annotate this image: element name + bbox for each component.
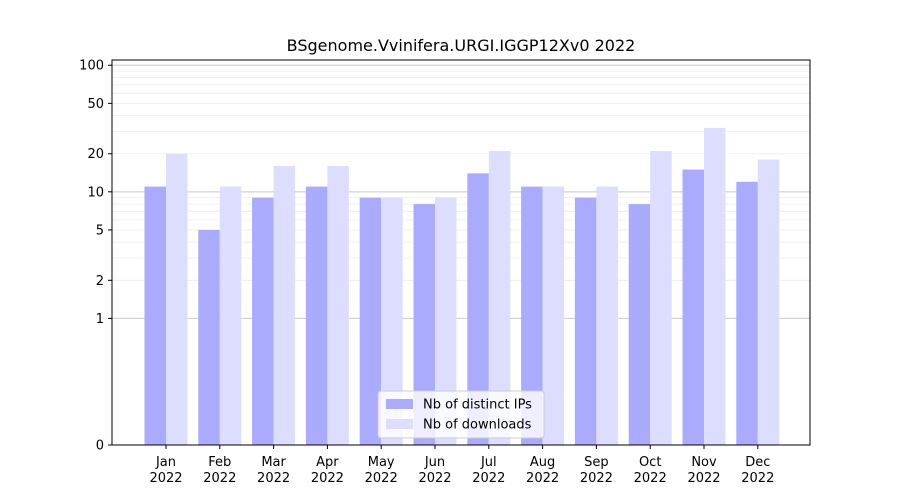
- x-tick-label-year: 2022: [257, 471, 290, 486]
- y-tick-label: 0: [96, 439, 104, 454]
- x-tick-label-month: Dec: [745, 455, 770, 470]
- y-tick-label: 50: [87, 97, 104, 112]
- y-tick-label: 10: [87, 185, 104, 200]
- y-tick-label: 20: [87, 147, 104, 162]
- x-tick-label-year: 2022: [526, 471, 559, 486]
- x-tick-label-month: Mar: [261, 455, 286, 470]
- legend: Nb of distinct IPs Nb of downloads: [377, 390, 545, 439]
- x-tick-label-year: 2022: [365, 471, 398, 486]
- x-tick-label-month: Oct: [639, 455, 661, 470]
- bar-ips-jun: [413, 204, 435, 445]
- bar-ips-aug: [521, 186, 543, 446]
- bar-downloads-sep: [596, 186, 618, 446]
- x-tick-label-year: 2022: [311, 471, 344, 486]
- bar-ips-nov: [682, 169, 704, 445]
- x-tick-label-month: Sep: [584, 455, 609, 470]
- bar-downloads-jul: [488, 151, 511, 445]
- bar-downloads-jun: [435, 197, 457, 445]
- bar-ips-oct: [628, 204, 651, 445]
- bar-downloads-mar: [273, 165, 296, 446]
- x-tick-label-month: Jan: [155, 455, 176, 470]
- x-tick-label-year: 2022: [149, 471, 182, 486]
- chart-title: BSgenome.Vvinifera.URGI.IGGP12Xv0 2022: [287, 36, 636, 55]
- x-tick-label-year: 2022: [634, 471, 667, 486]
- bar-ips-feb: [198, 229, 220, 445]
- x-tick-label-year: 2022: [687, 471, 720, 486]
- bar-downloads-aug: [542, 186, 565, 446]
- x-tick-label-year: 2022: [418, 471, 451, 486]
- bar-downloads-dec: [757, 159, 780, 445]
- plot-frame: [111, 59, 811, 446]
- bar-downloads-may: [381, 197, 403, 445]
- bar-downloads-feb: [219, 186, 242, 446]
- x-tick-label-month: Jul: [480, 455, 497, 470]
- legend-swatch: [386, 399, 413, 409]
- bar-ips-sep: [574, 197, 597, 445]
- bar-ips-may: [359, 197, 382, 445]
- bars-layer: [144, 127, 780, 446]
- x-tick-label-year: 2022: [203, 471, 236, 486]
- y-tick-label: 100: [79, 59, 104, 74]
- x-tick-label-month: Feb: [208, 455, 231, 470]
- bar-ips-apr: [305, 186, 328, 446]
- axes-layer: 0125102050100Jan2022Feb2022Mar2022Apr202…: [79, 59, 774, 486]
- bar-ips-jan: [144, 186, 166, 446]
- legend-label: Nb of downloads: [423, 418, 532, 433]
- x-tick-label-month: Nov: [691, 455, 717, 470]
- x-tick-label-month: Jun: [424, 455, 445, 470]
- y-tick-label: 5: [96, 223, 104, 238]
- x-tick-label-month: Apr: [316, 455, 339, 470]
- bar-ips-mar: [252, 197, 274, 445]
- bar-downloads-apr: [327, 165, 349, 446]
- bar-ips-dec: [736, 181, 758, 445]
- bar-ips-jul: [467, 173, 489, 445]
- x-tick-label-year: 2022: [741, 471, 774, 486]
- x-tick-label-year: 2022: [580, 471, 613, 486]
- y-tick-label: 2: [96, 274, 104, 289]
- x-tick-label-month: May: [368, 455, 395, 470]
- bar-downloads-oct: [650, 151, 672, 445]
- bar-downloads-jan: [166, 153, 188, 446]
- x-tick-label-month: Aug: [530, 455, 555, 470]
- legend-swatch: [386, 419, 413, 429]
- y-tick-label: 1: [96, 312, 104, 327]
- legend-label: Nb of distinct IPs: [423, 398, 532, 413]
- legend-box: [377, 390, 545, 439]
- x-tick-label-year: 2022: [472, 471, 505, 486]
- bar-downloads-nov: [704, 127, 726, 445]
